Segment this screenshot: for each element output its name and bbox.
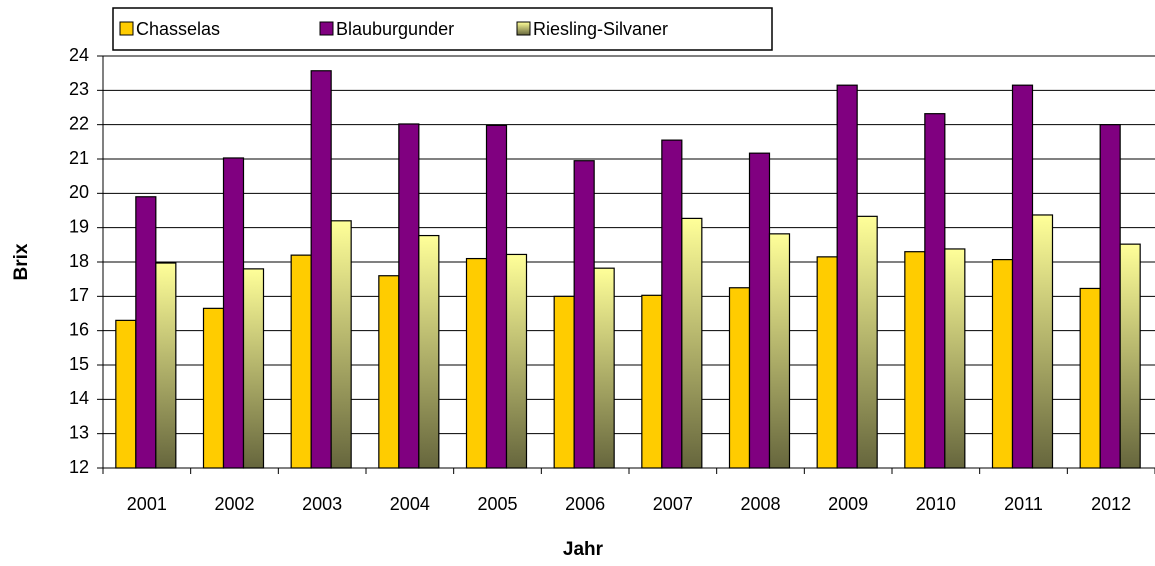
legend-label: Chasselas <box>136 19 220 39</box>
bar <box>991 258 1014 469</box>
bar <box>330 220 352 469</box>
bar <box>115 319 137 469</box>
bar <box>290 254 312 469</box>
x-tick-label: 2011 <box>1004 494 1043 514</box>
bar <box>904 251 926 469</box>
bar <box>398 123 420 469</box>
bar <box>222 157 245 469</box>
bar <box>465 257 488 469</box>
bar <box>155 262 177 469</box>
y-tick-label: 12 <box>69 457 89 477</box>
y-tick-label: 18 <box>69 251 89 271</box>
bar <box>378 275 400 469</box>
bar <box>135 196 157 469</box>
legend-swatch <box>516 21 531 36</box>
legend-swatch <box>119 21 134 36</box>
bar <box>1099 124 1121 469</box>
bar <box>641 294 663 469</box>
y-axis-title: Brix <box>11 243 32 280</box>
bar <box>310 70 332 469</box>
y-tick-label: 24 <box>69 45 89 65</box>
x-tick-label: 2010 <box>916 494 956 514</box>
y-tick-label: 21 <box>69 148 89 168</box>
x-tick-label: 2001 <box>127 494 167 514</box>
y-tick-label: 16 <box>69 319 89 339</box>
y-tick-label: 14 <box>69 388 89 408</box>
bar <box>1079 287 1101 469</box>
bar <box>1119 243 1141 469</box>
x-tick-label: 2005 <box>477 494 517 514</box>
x-tick-label: 2012 <box>1091 494 1131 514</box>
bar <box>944 248 966 469</box>
y-tick-label: 19 <box>69 216 89 236</box>
bar <box>553 295 575 469</box>
legend-label: Blauburgunder <box>336 19 454 39</box>
x-tick-label: 2009 <box>828 494 868 514</box>
bar <box>836 84 858 469</box>
x-tick-label: 2003 <box>302 494 342 514</box>
bar <box>1011 84 1034 469</box>
bar <box>924 113 946 469</box>
bar <box>202 307 225 469</box>
y-tick-label: 22 <box>69 113 89 133</box>
y-tick-label: 20 <box>69 182 89 202</box>
legend-box <box>112 7 773 51</box>
x-tick-label: 2008 <box>740 494 780 514</box>
x-tick-label: 2006 <box>565 494 605 514</box>
x-axis-title: Jahr <box>563 539 604 560</box>
bar <box>242 268 265 469</box>
bar <box>418 234 440 469</box>
x-tick-label: 2002 <box>214 494 254 514</box>
bar <box>748 152 771 469</box>
bar <box>505 253 528 469</box>
y-tick-label: 15 <box>69 354 89 374</box>
legend-swatch <box>319 21 334 36</box>
y-tick-label: 23 <box>69 79 89 99</box>
bar <box>573 160 595 469</box>
bar <box>1031 214 1054 469</box>
bar <box>593 267 615 469</box>
bar <box>661 139 683 469</box>
bar <box>856 215 878 469</box>
y-tick-label: 13 <box>69 422 89 442</box>
bar <box>681 217 703 469</box>
bar <box>768 233 791 469</box>
legend-label: Riesling-Silvaner <box>533 19 668 39</box>
y-tick-label: 17 <box>69 285 89 305</box>
bar <box>728 287 751 469</box>
bar <box>816 256 838 469</box>
x-tick-label: 2004 <box>390 494 430 514</box>
bar <box>485 124 508 469</box>
x-tick-label: 2007 <box>653 494 693 514</box>
